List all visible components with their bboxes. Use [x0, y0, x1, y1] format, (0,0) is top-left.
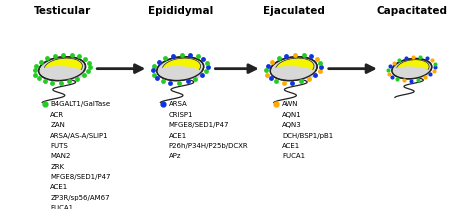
Text: Epididymal: Epididymal: [148, 6, 213, 16]
Text: ACE1: ACE1: [50, 184, 69, 190]
Text: AQN3: AQN3: [282, 122, 301, 128]
Ellipse shape: [39, 66, 86, 80]
Ellipse shape: [276, 58, 314, 77]
Text: Capacitated: Capacitated: [376, 6, 447, 16]
Text: B4GALT1/GalTase: B4GALT1/GalTase: [50, 101, 110, 107]
Ellipse shape: [392, 59, 432, 79]
Text: MFGE8/SED1/P47: MFGE8/SED1/P47: [168, 122, 229, 128]
Text: ACR: ACR: [50, 112, 64, 118]
Text: MAN2: MAN2: [50, 153, 71, 159]
Text: APz: APz: [168, 153, 181, 159]
Text: Ejaculated: Ejaculated: [263, 6, 325, 16]
Text: P26h/P34H/P25b/DCXR: P26h/P34H/P25b/DCXR: [168, 143, 248, 149]
Ellipse shape: [157, 66, 204, 80]
Text: MFGE8/SED1/P47: MFGE8/SED1/P47: [50, 174, 111, 180]
Text: Testicular: Testicular: [34, 6, 91, 16]
Ellipse shape: [157, 57, 204, 81]
Text: ACE1: ACE1: [168, 133, 187, 139]
Ellipse shape: [397, 60, 429, 76]
Ellipse shape: [270, 66, 317, 80]
Ellipse shape: [392, 66, 432, 78]
Ellipse shape: [270, 57, 317, 81]
Text: FUTS: FUTS: [50, 143, 68, 149]
Text: ACE1: ACE1: [282, 143, 300, 149]
Ellipse shape: [44, 58, 82, 77]
Text: ZAN: ZAN: [50, 122, 65, 128]
Text: CRISP1: CRISP1: [168, 112, 193, 118]
Text: AQN1: AQN1: [282, 112, 301, 118]
Text: ZRK: ZRK: [50, 164, 64, 170]
Text: ARSA/AS-A/SLIP1: ARSA/AS-A/SLIP1: [50, 133, 109, 139]
Ellipse shape: [162, 58, 201, 77]
Text: ARSA: ARSA: [168, 101, 187, 107]
Text: AWN: AWN: [282, 101, 299, 107]
Ellipse shape: [39, 57, 86, 81]
Text: ZP3R/sp56/AM67: ZP3R/sp56/AM67: [50, 195, 110, 201]
Text: DCH/BSP1/pB1: DCH/BSP1/pB1: [282, 133, 333, 139]
Text: FUCA1: FUCA1: [50, 205, 73, 209]
Text: FUCA1: FUCA1: [282, 153, 305, 159]
